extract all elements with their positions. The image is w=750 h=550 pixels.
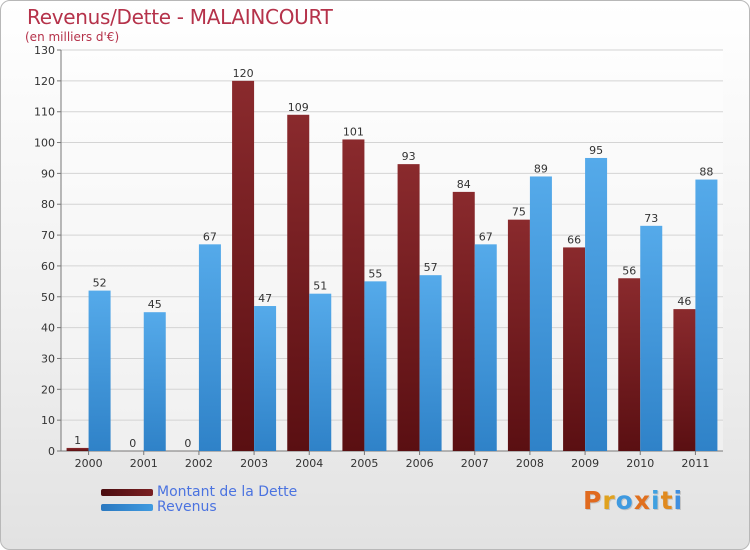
bar-dette [232,80,255,451]
x-tick-label: 2003 [240,457,268,470]
bar-revenus [88,290,111,451]
bar-dette [618,278,641,451]
value-label-dette: 84 [457,178,471,191]
bar-dette [507,219,530,451]
logo-letter: i [651,486,661,515]
y-tick-label: 90 [41,167,55,180]
value-label-revenus: 47 [258,292,272,305]
bar-dette [452,191,475,451]
y-tick-label: 70 [41,229,55,242]
value-label-dette: 101 [343,125,364,138]
x-tick-label: 2010 [626,457,654,470]
y-tick-label: 40 [41,322,55,335]
y-tick-label: 100 [34,137,55,150]
y-tick-label: 60 [41,260,55,273]
x-tick-label: 2005 [350,457,378,470]
bar-revenus [364,281,387,451]
legend-swatch-dette [101,489,153,496]
bar-revenus [529,176,552,451]
value-label-revenus: 73 [644,212,658,225]
plot-area [61,50,723,451]
bar-dette [563,247,586,451]
y-tick-label: 110 [34,106,55,119]
value-label-dette: 46 [677,295,691,308]
value-label-revenus: 57 [424,261,438,274]
proxiti-logo: Proxiti [583,486,683,515]
bar-revenus [419,275,442,451]
value-label-dette: 0 [129,437,136,450]
y-tick-label: 50 [41,291,55,304]
value-label-dette: 1 [74,434,81,447]
value-label-dette: 56 [622,264,636,277]
logo-letter: i [673,486,684,515]
logo-letter: P [583,486,603,515]
bar-revenus [640,225,663,451]
legend-swatch-revenus [101,504,153,511]
chart-title: Revenus/Dette - MALAINCOURT [27,5,333,29]
y-tick-label: 0 [48,445,55,458]
bar-dette [287,114,310,452]
x-tick-label: 2000 [75,457,103,470]
x-tick-label: 2009 [571,457,599,470]
value-label-revenus: 88 [699,166,713,179]
value-label-dette: 120 [233,67,254,80]
value-label-revenus: 89 [534,162,548,175]
legend-label-revenus: Revenus [157,499,217,515]
value-label-dette: 93 [402,150,416,163]
x-tick-label: 2002 [185,457,213,470]
y-tick-label: 120 [34,75,55,88]
bar-revenus [254,306,277,451]
bar-revenus [585,157,608,451]
value-label-dette: 75 [512,206,526,219]
y-tick-label: 20 [41,383,55,396]
logo-letter: o [615,486,634,515]
value-label-revenus: 52 [93,277,107,290]
x-tick-label: 2008 [516,457,544,470]
x-tick-label: 2004 [295,457,323,470]
logo-letter: r [602,486,616,515]
bar-revenus [143,312,166,451]
value-label-revenus: 45 [148,298,162,311]
x-tick-label: 2011 [681,457,709,470]
value-label-dette: 109 [288,101,309,114]
bar-revenus [695,179,718,452]
value-label-revenus: 51 [313,280,327,293]
legend-label-dette: Montant de la Dette [157,484,298,500]
bar-dette [397,164,420,451]
logo-letter: t [660,486,674,515]
bar-revenus [198,244,221,451]
bar-dette [66,447,89,451]
bar-revenus [474,244,497,451]
bar-dette [342,139,365,451]
bar-revenus [309,293,332,451]
value-label-revenus: 95 [589,144,603,157]
y-tick-label: 80 [41,198,55,211]
value-label-revenus: 67 [203,230,217,243]
x-tick-label: 2006 [406,457,434,470]
logo-letter: x [633,486,651,515]
value-label-dette: 66 [567,233,581,246]
x-tick-label: 2007 [461,457,489,470]
legend-item-revenus: Revenus [101,500,297,515]
bar-dette [673,309,696,451]
y-tick-label: 30 [41,352,55,365]
legend: Montant de la Dette Revenus [101,485,297,515]
value-label-revenus: 55 [368,267,382,280]
y-tick-label: 130 [34,44,55,57]
y-tick-label: 10 [41,414,55,427]
chart-subtitle: (en milliers d'€) [25,30,120,44]
value-label-revenus: 67 [479,230,493,243]
legend-item-dette: Montant de la Dette [101,485,297,500]
value-label-dette: 0 [184,437,191,450]
x-tick-label: 2001 [130,457,158,470]
